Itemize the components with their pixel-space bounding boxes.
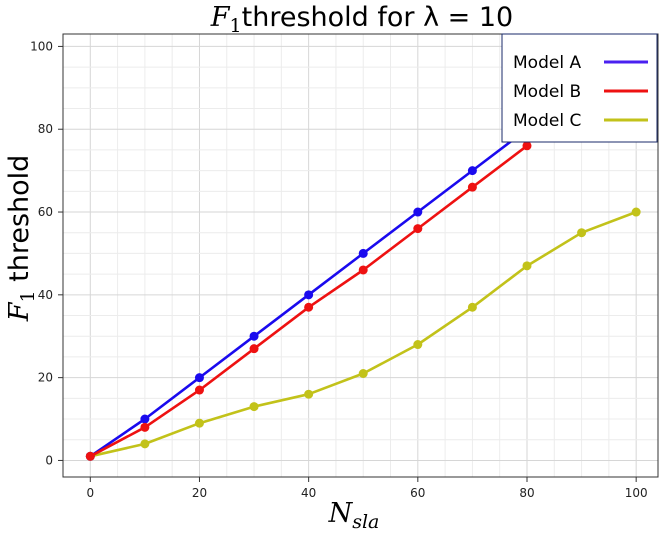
data-point-model-c bbox=[413, 340, 423, 350]
data-point-model-a bbox=[358, 248, 368, 258]
x-tick-label: 80 bbox=[519, 486, 534, 500]
data-point-model-a bbox=[304, 290, 314, 300]
xlabel-main: N bbox=[328, 498, 354, 529]
data-point-model-a bbox=[140, 414, 150, 424]
legend-label-model-c: Model C bbox=[513, 111, 581, 131]
y-tick-label: 80 bbox=[38, 122, 53, 136]
data-point-model-b bbox=[140, 422, 150, 432]
x-tick-label: 40 bbox=[301, 486, 316, 500]
title-sub: 1 bbox=[230, 15, 242, 37]
data-point-model-b bbox=[304, 302, 314, 312]
data-point-model-b bbox=[522, 141, 532, 151]
data-point-model-c bbox=[194, 418, 204, 428]
legend-label-model-a: Model A bbox=[513, 53, 581, 73]
data-point-model-b bbox=[467, 182, 477, 192]
xlabel-sub: sla bbox=[352, 511, 379, 533]
y-axis-label: F1 threshold bbox=[4, 155, 39, 323]
x-tick-label: 20 bbox=[192, 486, 207, 500]
data-point-model-b bbox=[194, 385, 204, 395]
data-point-model-b bbox=[358, 265, 368, 275]
y-tick-label: 60 bbox=[38, 205, 53, 219]
x-tick-label: 100 bbox=[625, 486, 648, 500]
ticks: 0 20 40 60 80 100 0 20 40 60 80 100 bbox=[30, 39, 648, 500]
data-point-model-a bbox=[249, 331, 259, 341]
data-point-model-b bbox=[249, 344, 259, 354]
y-tick-label: 0 bbox=[45, 453, 53, 467]
chart-title: F1threshold for λ = 10 bbox=[210, 2, 513, 37]
ylabel-rest: threshold bbox=[4, 155, 35, 291]
ylabel-sub: 1 bbox=[17, 290, 39, 302]
y-tick-label: 100 bbox=[30, 39, 53, 53]
x-tick-label: 0 bbox=[86, 486, 94, 500]
data-point-model-a bbox=[194, 373, 204, 383]
data-point-model-c bbox=[358, 368, 368, 378]
legend: Model A Model B Model C bbox=[501, 33, 658, 143]
title-main: F bbox=[210, 2, 231, 33]
data-point-model-c bbox=[522, 261, 532, 271]
data-point-model-c bbox=[140, 439, 150, 449]
x-axis-label: Nsla bbox=[328, 498, 380, 533]
ylabel-main: F bbox=[4, 301, 35, 322]
data-point-model-c bbox=[467, 302, 477, 312]
data-point-model-a bbox=[467, 166, 477, 176]
legend-label-model-b: Model B bbox=[513, 82, 581, 102]
plot-frame bbox=[62, 33, 659, 478]
data-point-model-b bbox=[413, 224, 423, 234]
data-point-model-c bbox=[577, 228, 587, 238]
data-point-model-b bbox=[85, 451, 95, 461]
legend-box bbox=[501, 33, 658, 143]
title-rest: threshold for λ = 10 bbox=[242, 2, 514, 33]
data-point-model-c bbox=[304, 389, 314, 399]
data-point-model-a bbox=[413, 207, 423, 217]
x-tick-label: 60 bbox=[410, 486, 425, 500]
y-tick-label: 20 bbox=[38, 371, 53, 385]
series-layer bbox=[85, 124, 641, 461]
y-tick-label: 40 bbox=[38, 288, 53, 302]
data-point-model-c bbox=[631, 207, 641, 217]
data-point-model-c bbox=[249, 402, 259, 412]
